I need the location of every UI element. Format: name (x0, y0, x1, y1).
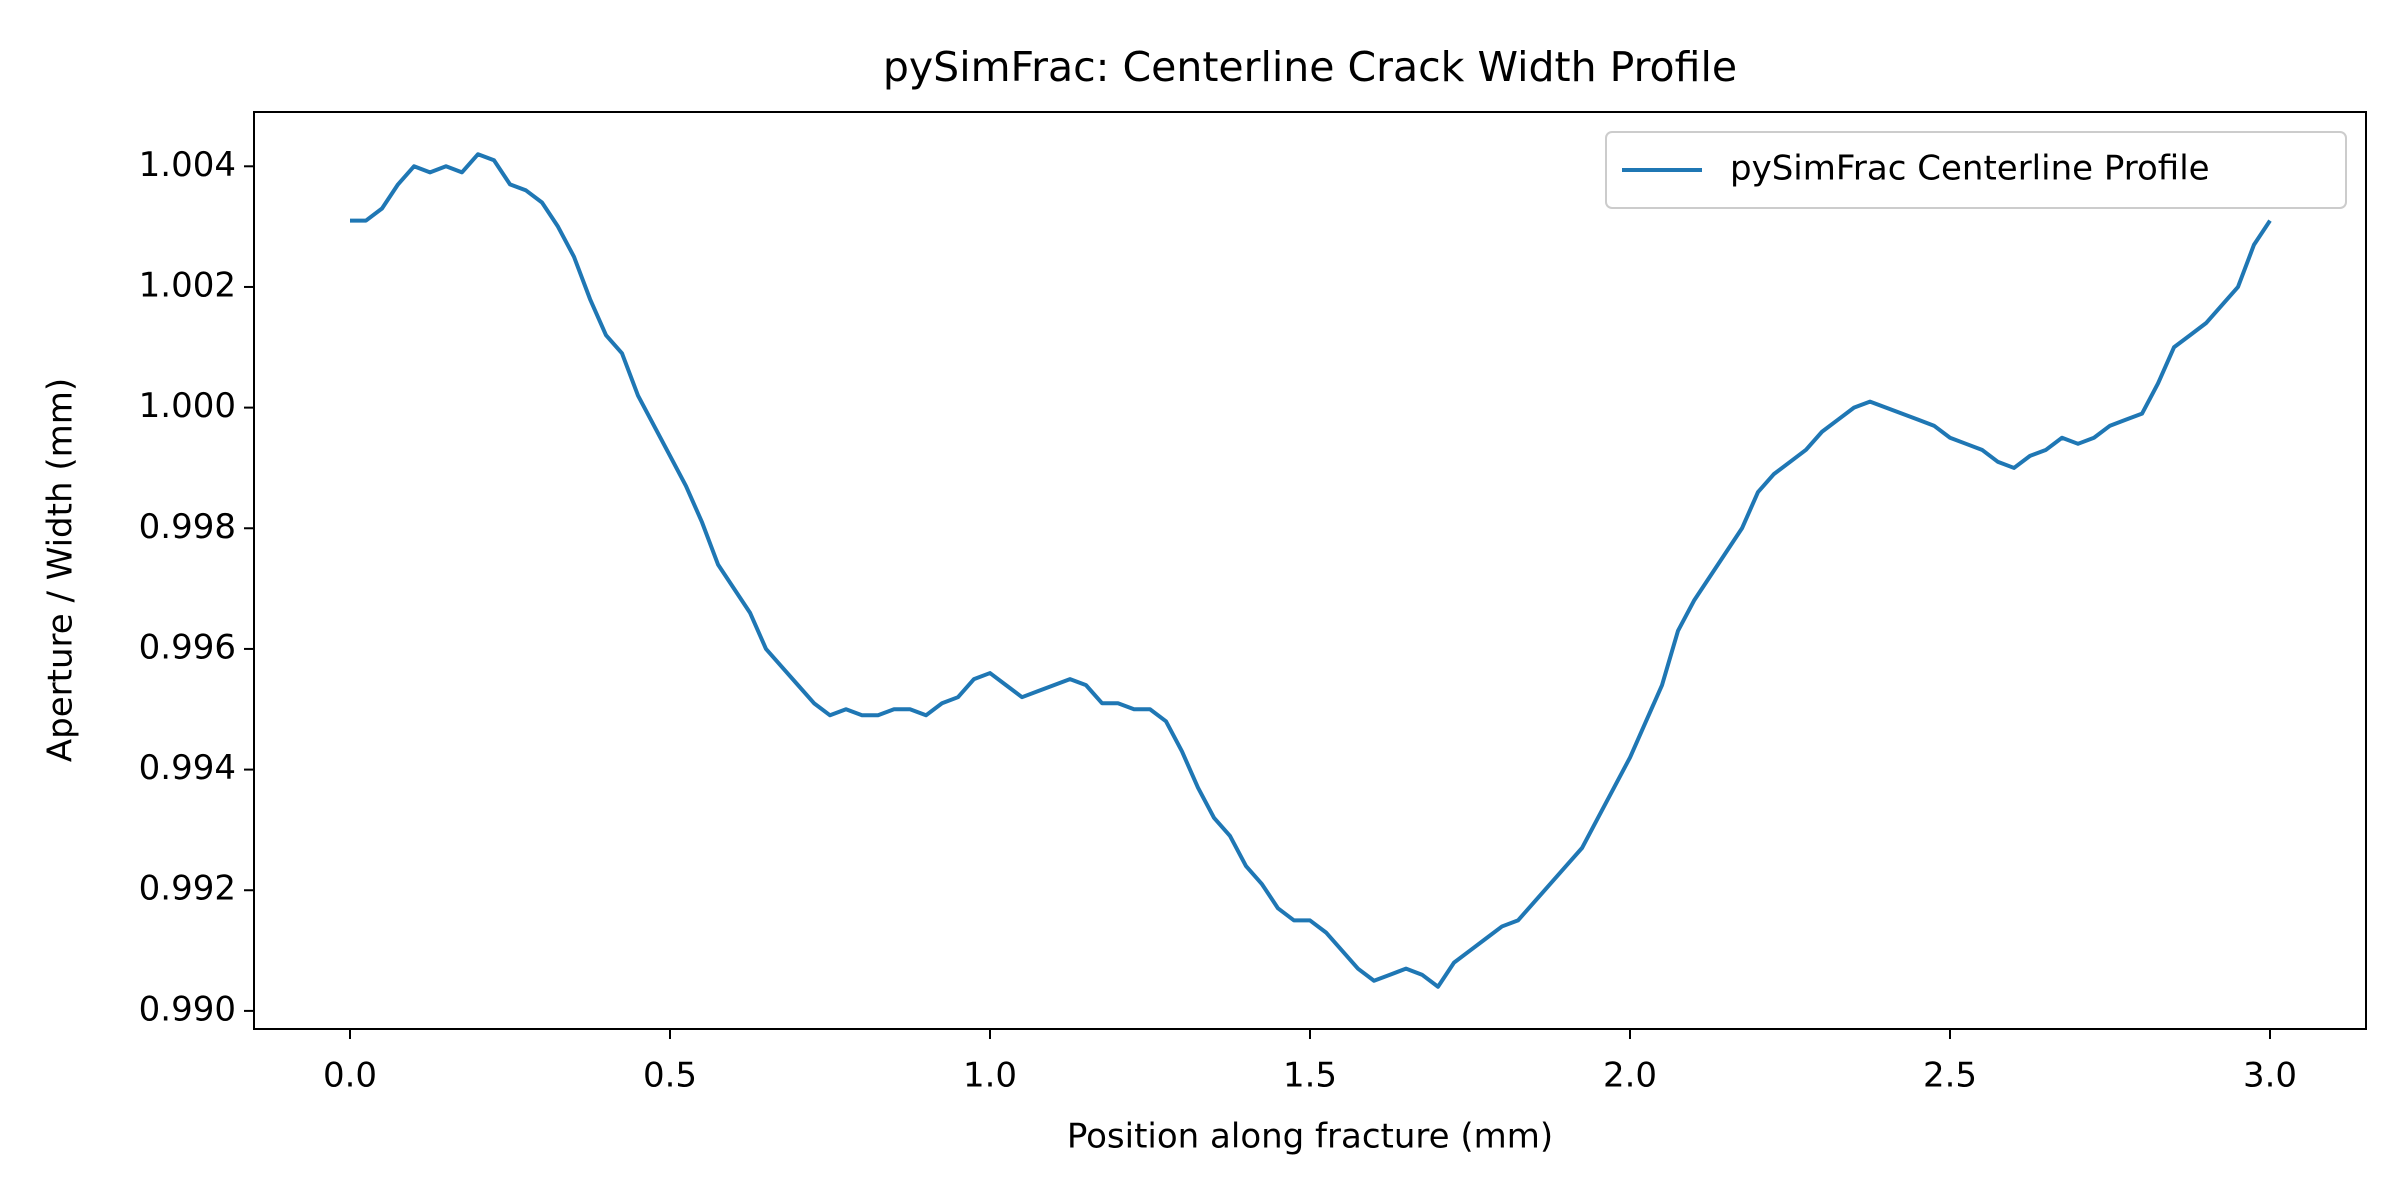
x-axis-label: Position along fracture (mm) (1067, 1117, 1553, 1157)
chart-title: pySimFrac: Centerline Crack Width Profil… (883, 43, 1737, 91)
y-axis-label: Aperture / Width (mm) (41, 378, 81, 762)
x-tick-label: 0.5 (643, 1056, 697, 1096)
y-tick-label: 1.004 (139, 145, 236, 185)
x-tick-label: 2.0 (1603, 1056, 1657, 1096)
x-tick-label: 0.0 (323, 1056, 377, 1096)
y-tick-label: 0.996 (139, 627, 236, 667)
x-tick-label: 3.0 (2243, 1056, 2297, 1096)
y-tick-label: 0.992 (139, 869, 236, 909)
x-tick-label: 1.5 (1283, 1056, 1337, 1096)
y-tick-label: 1.000 (139, 386, 236, 426)
legend-box (1605, 131, 2347, 209)
y-tick-label: 0.998 (139, 507, 236, 547)
y-tick-label: 1.002 (139, 265, 236, 305)
y-tick-label: 0.990 (139, 989, 236, 1029)
plot-frame (253, 111, 2367, 1030)
data-line (350, 152, 2272, 989)
y-tick-label: 0.994 (139, 748, 236, 788)
x-tick-label: 1.0 (963, 1056, 1017, 1096)
x-tick-label: 2.5 (1923, 1056, 1977, 1096)
legend-label: pySimFrac Centerline Profile (1730, 149, 2210, 189)
